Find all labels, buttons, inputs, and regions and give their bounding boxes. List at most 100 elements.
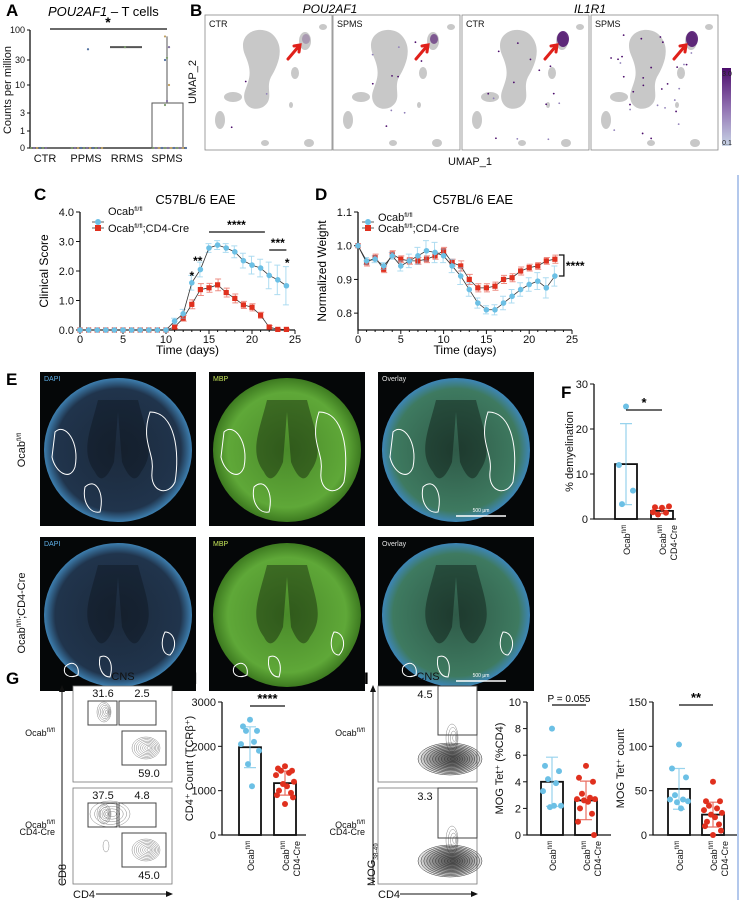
data-point [197, 286, 203, 293]
data-point [178, 146, 182, 150]
contour [144, 745, 152, 751]
expressing-cell [650, 137, 653, 140]
expressing-cell [492, 97, 495, 100]
contour [446, 858, 459, 864]
expressing-cell [661, 41, 664, 44]
contour [146, 848, 151, 852]
expressing-cell [538, 69, 541, 72]
gate-percent: 3.3 [417, 791, 432, 803]
x-tick-label: RRMS [111, 153, 143, 165]
data-point [160, 146, 164, 150]
expressing-cell [512, 81, 515, 84]
data-point [583, 762, 589, 769]
data-point [86, 48, 90, 51]
expressing-cell [632, 90, 635, 93]
data-point [44, 146, 48, 150]
x-tick-label: Ocabfl/fl CD4-Cre [581, 840, 603, 876]
cell-cluster [291, 67, 299, 79]
contour [101, 808, 110, 820]
spinal-cord-section [382, 543, 530, 687]
gray-matter [256, 400, 318, 479]
expressing-cell [487, 92, 490, 95]
panel-j-left-plot: 0 2 4 6 8 10 MOG Tet⁺ (%CD4) Ocabfl/fl Ocabfl/fl… [494, 694, 611, 877]
series-line [357, 245, 555, 289]
contour [449, 859, 456, 863]
colorbar [722, 68, 731, 146]
data-point [590, 778, 596, 785]
y-tick-label: 10 [576, 469, 588, 481]
data-point [432, 249, 438, 256]
expression-hotspot [302, 34, 310, 44]
data-point [552, 256, 558, 262]
lesion-outline [99, 655, 112, 678]
gray-matter [256, 565, 318, 644]
legend-marker [365, 219, 371, 225]
expressing-cell [547, 138, 550, 141]
data-point [500, 300, 507, 306]
y-axis-label: Normalized Weight [315, 220, 329, 322]
cell-cluster [432, 139, 442, 147]
y-tick-label: 2000 [192, 741, 216, 753]
series-wt [77, 240, 290, 333]
spinal-cord-section [213, 543, 361, 687]
gate [118, 700, 157, 726]
contour [426, 746, 475, 772]
data-point [619, 501, 625, 508]
data-point [623, 403, 629, 410]
arrow-head [471, 891, 478, 897]
x-tick-label: 5 [398, 334, 404, 346]
y-tick-label: 10 [509, 697, 521, 709]
expressing-cell [244, 80, 247, 83]
umap-panel: CTR [461, 14, 590, 151]
y-tick-label: 50 [635, 786, 647, 798]
contour [426, 848, 475, 874]
y-tick-label: 30 [15, 55, 25, 65]
data-point [175, 146, 179, 150]
cell-cluster [499, 29, 537, 109]
cell-cluster [677, 67, 685, 79]
colorbar-max: 3.0 [722, 71, 732, 78]
x-tick-label: 15 [203, 334, 215, 346]
data-point [154, 327, 161, 333]
micrograph-overlay: Overlay 500 μm [378, 537, 534, 691]
data-point [254, 727, 260, 734]
data-point [206, 285, 212, 291]
y-tick-label: 3000 [192, 697, 216, 709]
data-point [492, 283, 498, 289]
data-point [650, 509, 656, 516]
data-point [41, 146, 45, 150]
x-tick-label: 25 [566, 334, 578, 346]
panel-g-title: CNS [111, 671, 134, 683]
contour [136, 739, 158, 757]
data-point [163, 35, 167, 38]
y-tick-label: 1.1 [337, 207, 352, 219]
expressing-cell [497, 50, 500, 53]
contour [103, 708, 109, 716]
contour [140, 742, 155, 754]
expressing-cell [629, 103, 631, 106]
cell-cluster [389, 140, 397, 146]
data-point [97, 146, 101, 150]
contour [96, 701, 112, 723]
y-axis-label: MOG38-49 [366, 843, 380, 886]
significance-label: * [285, 256, 290, 270]
contour [450, 832, 457, 848]
expressing-cell [619, 62, 622, 64]
channel-label: Overlay [382, 376, 407, 383]
y-tick-label: 0.8 [337, 308, 352, 320]
expressing-cell [397, 46, 400, 48]
panel-e-row-ko: Ocabfl/fl;CD4-Cre [16, 572, 28, 653]
arrow-icon [286, 43, 302, 61]
x-tick-label: 10 [437, 334, 449, 346]
data-point [718, 827, 724, 834]
umap-panel: SPMS [590, 14, 719, 151]
channel-label: MBP [213, 541, 229, 548]
data-point [672, 792, 678, 799]
expressing-cell [516, 137, 519, 140]
data-point [94, 327, 100, 333]
cell-cluster [447, 24, 455, 30]
lesion-outline [437, 655, 450, 678]
data-point [189, 301, 195, 307]
lesion-outline [83, 483, 102, 513]
